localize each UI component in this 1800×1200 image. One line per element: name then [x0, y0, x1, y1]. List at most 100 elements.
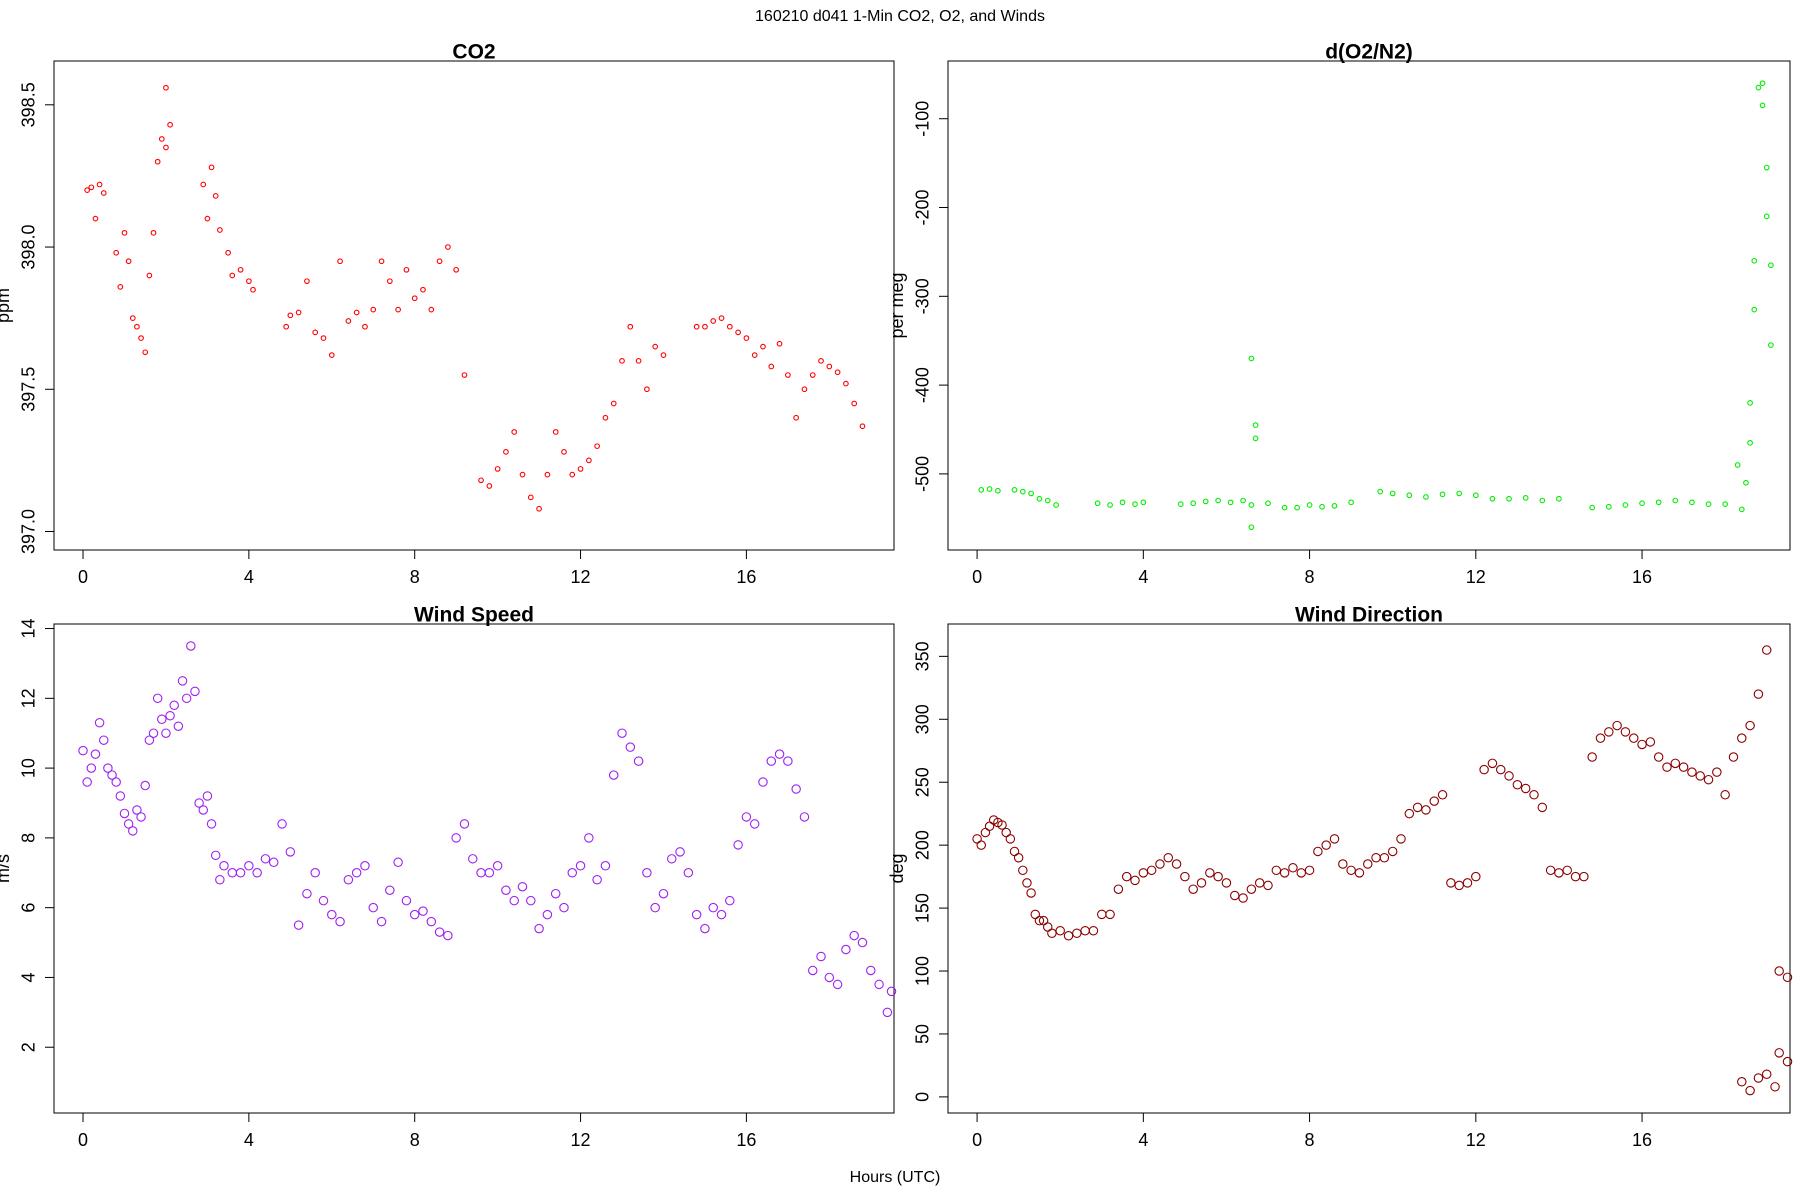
- data-point: [86, 763, 97, 773]
- data-point: [809, 372, 816, 378]
- data-point: [1759, 80, 1766, 87]
- data-point: [1319, 503, 1325, 510]
- data-point: [1687, 767, 1697, 777]
- data-point: [1230, 890, 1240, 901]
- data-point: [244, 861, 254, 871]
- data-point: [1728, 752, 1739, 762]
- data-point: [1163, 852, 1174, 863]
- y-tick-label: 50: [913, 1024, 933, 1044]
- data-point: [693, 323, 700, 330]
- data-point: [984, 821, 995, 832]
- data-point: [1063, 931, 1074, 941]
- data-point: [215, 875, 225, 885]
- data-point: [1396, 834, 1406, 844]
- data-point: [1354, 868, 1365, 878]
- data-point: [1612, 720, 1622, 731]
- data-point: [625, 742, 636, 752]
- data-point: [181, 693, 192, 704]
- data-point: [577, 466, 584, 472]
- data-point: [1720, 790, 1730, 800]
- data-point: [1044, 497, 1051, 504]
- data-point: [1248, 502, 1255, 508]
- data-point: [1177, 501, 1184, 507]
- data-point: [1751, 257, 1758, 264]
- data-point: [1196, 878, 1207, 888]
- data-point: [1520, 783, 1531, 794]
- data-point: [1645, 737, 1656, 747]
- data-point: [1637, 739, 1647, 750]
- data-point: [859, 423, 866, 430]
- data-point: [1662, 762, 1672, 772]
- x-tick-label: 12: [571, 1130, 591, 1150]
- data-point: [229, 272, 236, 279]
- data-point: [1595, 733, 1606, 743]
- data-point: [751, 352, 758, 358]
- panel-title: d(O2/N2): [1325, 41, 1413, 64]
- data-point: [1622, 502, 1629, 508]
- y-tick-label: -500: [913, 456, 933, 492]
- data-point: [428, 306, 435, 313]
- data-point: [376, 916, 387, 927]
- data-point: [801, 386, 808, 393]
- data-point: [1331, 503, 1338, 509]
- data-point: [667, 854, 677, 864]
- data-point: [128, 826, 138, 836]
- data-point: [584, 833, 594, 843]
- data-point: [1119, 499, 1126, 506]
- data-point: [293, 920, 304, 930]
- data-point: [227, 868, 238, 878]
- data-point: [633, 756, 644, 766]
- data-point: [103, 763, 113, 773]
- data-point: [1107, 502, 1113, 508]
- data-point: [741, 812, 752, 822]
- data-point: [1034, 915, 1045, 926]
- data-point: [1248, 524, 1255, 531]
- data-point: [1745, 720, 1755, 731]
- data-point: [567, 868, 578, 878]
- data-point: [702, 323, 708, 330]
- data-point: [1439, 491, 1446, 498]
- data-point: [1313, 846, 1323, 857]
- data-point: [1252, 435, 1259, 442]
- data-point: [1387, 846, 1398, 857]
- y-axis-label: per meg: [887, 272, 907, 338]
- x-tick-label: 16: [1632, 1130, 1652, 1150]
- data-point: [99, 735, 109, 745]
- data-point: [1672, 497, 1679, 504]
- data-point: [718, 315, 725, 322]
- data-point: [758, 777, 768, 787]
- data-point: [1471, 871, 1481, 882]
- data-point: [1265, 500, 1271, 507]
- data-point: [401, 895, 412, 906]
- data-point: [434, 927, 445, 937]
- data-point: [849, 930, 859, 941]
- data-point: [157, 714, 167, 725]
- data-point: [1537, 802, 1548, 813]
- data-point: [453, 266, 460, 273]
- data-point: [1155, 859, 1165, 869]
- data-point: [1737, 1077, 1747, 1087]
- data-point: [1019, 488, 1026, 495]
- data-point: [1146, 865, 1157, 876]
- data-point: [173, 721, 184, 731]
- data-point: [1180, 871, 1190, 882]
- data-point: [658, 888, 669, 899]
- data-point: [113, 249, 120, 256]
- data-point: [1121, 871, 1132, 882]
- data-point: [1252, 422, 1259, 428]
- data-point: [140, 780, 150, 791]
- data-point: [832, 979, 843, 990]
- data-point: [716, 909, 727, 920]
- data-point: [1761, 645, 1772, 655]
- y-axis-label: m/s: [0, 854, 13, 883]
- data-point: [544, 471, 551, 478]
- data-point: [1437, 790, 1448, 800]
- data-point: [1763, 213, 1770, 220]
- data-point: [385, 885, 395, 895]
- data-point: [468, 854, 478, 864]
- panel-title: CO2: [452, 41, 495, 64]
- data-point: [134, 323, 140, 330]
- data-point: [268, 857, 279, 868]
- data-point: [834, 369, 841, 376]
- data-point: [585, 457, 592, 464]
